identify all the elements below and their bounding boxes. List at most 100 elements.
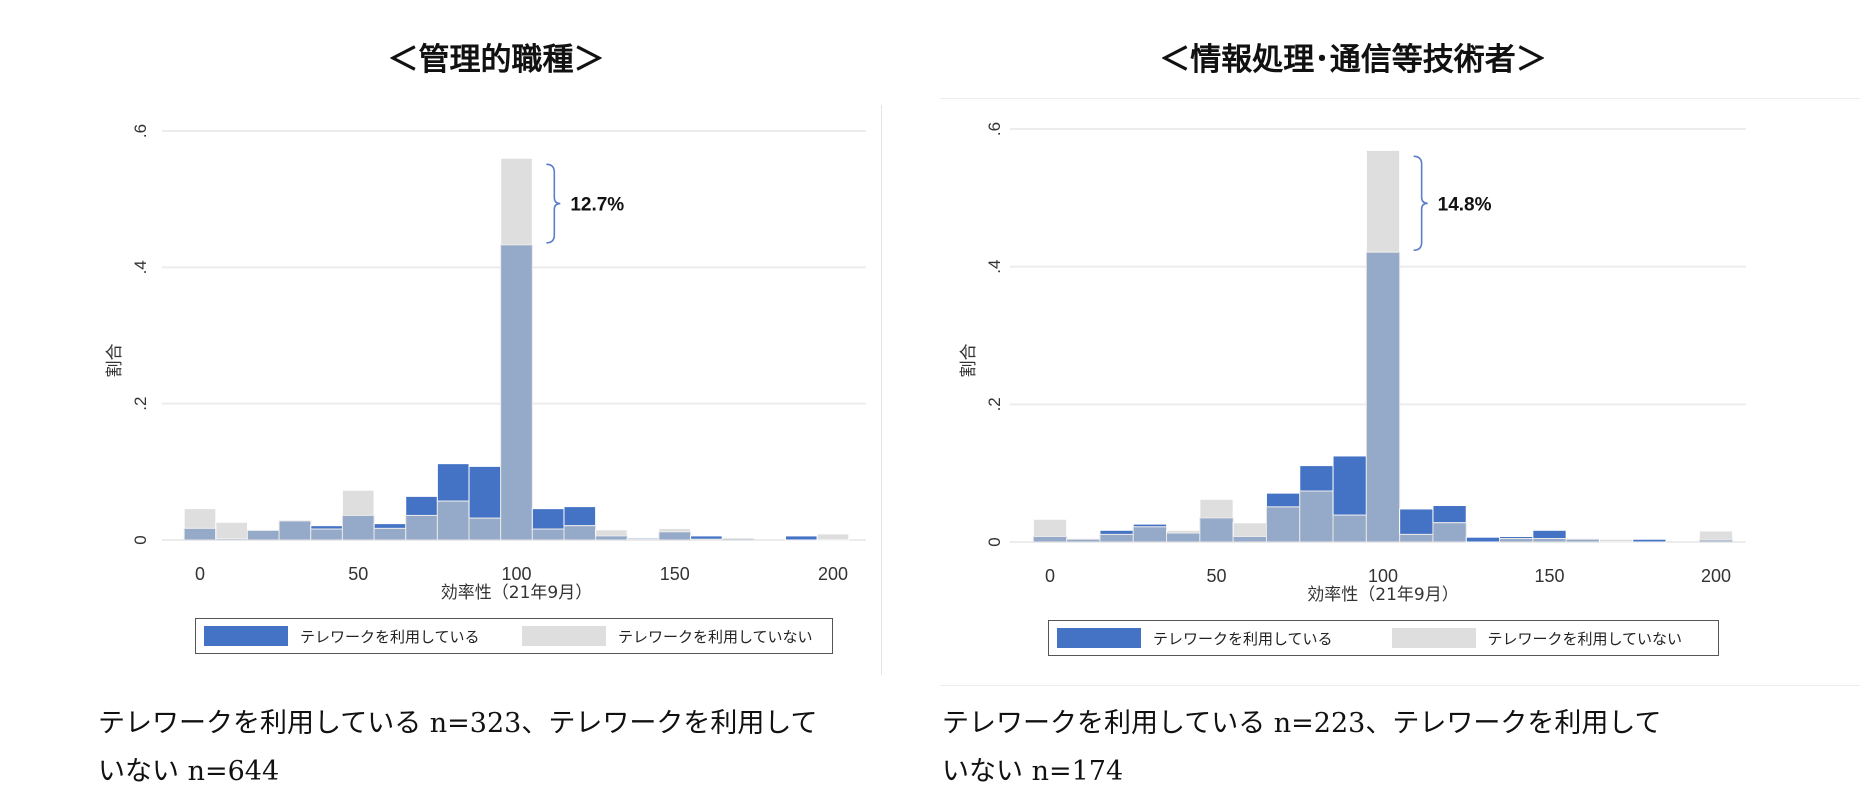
y-axis-title: 割合 — [959, 344, 979, 378]
x-tick-label: 200 — [1701, 566, 1731, 586]
chart-title-management: ＜管理的職種＞ — [387, 42, 605, 78]
divider-top — [940, 98, 1860, 99]
bar-no-telework — [1365, 149, 1401, 253]
bar-no-telework — [1232, 522, 1267, 537]
caption-left: テレワークを利用している n=323、テレワークを利用して いない n=644 — [98, 700, 878, 796]
x-tick-label: 50 — [348, 564, 368, 584]
bar-overlap — [341, 514, 375, 541]
bar-overlap — [278, 520, 312, 541]
y-tick-label: .6 — [985, 122, 1004, 136]
bar-telework — [373, 523, 407, 529]
bar-overlap — [246, 529, 280, 541]
bar-overlap — [1698, 539, 1734, 543]
x-tick-label: 100 — [1368, 566, 1398, 586]
bar-overlap — [563, 525, 597, 541]
bar-overlap — [1066, 538, 1101, 543]
legend-swatch-telework — [204, 626, 288, 646]
x-tick-label: 150 — [660, 564, 690, 584]
bar-overlap — [531, 528, 565, 541]
bar-overlap — [595, 535, 628, 541]
bar-overlap — [721, 538, 755, 541]
legend-item-no-telework: テレワークを利用していない — [514, 626, 832, 647]
bar-telework — [436, 463, 470, 502]
legend-left: テレワークを利用している テレワークを利用していない — [195, 618, 833, 654]
y-tick-label: .6 — [131, 124, 150, 138]
annotation-bracket — [546, 163, 561, 244]
bar-telework — [310, 525, 343, 530]
bar-no-telework — [341, 489, 375, 516]
x-axis-title: 効率性（21年9月） — [441, 583, 592, 603]
y-tick-label: .2 — [131, 397, 150, 411]
divider-vertical — [881, 105, 882, 675]
legend-swatch-no-telework — [522, 626, 606, 646]
bar-overlap — [1499, 538, 1534, 543]
bar-overlap — [1132, 526, 1168, 543]
bar-telework — [785, 535, 818, 541]
bar-overlap — [183, 527, 217, 541]
bar-overlap — [690, 538, 723, 541]
x-tick-label: 100 — [501, 564, 531, 584]
y-tick-label: 0 — [131, 535, 150, 544]
bar-overlap — [1299, 490, 1334, 543]
bar-telework — [1265, 492, 1301, 508]
bar-telework — [1099, 529, 1134, 535]
bar-overlap — [626, 538, 660, 541]
bar-overlap — [1432, 522, 1467, 543]
bar-overlap — [1365, 251, 1401, 543]
y-axis-title: 割合 — [105, 344, 125, 378]
bar-overlap — [373, 527, 407, 541]
bar-overlap — [1399, 533, 1434, 543]
chart-title-it-engineers: ＜情報処理･通信等技術者＞ — [1159, 42, 1547, 78]
annotation-label: 12.7% — [570, 195, 624, 216]
divider-bottom — [940, 685, 1860, 686]
bar-telework — [1632, 538, 1667, 543]
bar-telework — [1332, 455, 1367, 516]
bar-no-telework — [1032, 518, 1068, 537]
bar-overlap — [1099, 533, 1134, 543]
x-axis-title: 効率性（21年9月） — [1307, 585, 1458, 605]
caption-line: テレワークを利用している n=223、テレワークを利用して — [942, 708, 1662, 739]
y-tick-label: .4 — [985, 260, 1004, 274]
bar-no-telework — [215, 521, 248, 540]
bar-no-telework — [500, 157, 533, 246]
bar-overlap — [1166, 532, 1201, 543]
bar-telework — [1299, 465, 1334, 492]
caption-line: いない n=644 — [98, 756, 280, 787]
bar-telework — [1532, 529, 1567, 540]
x-tick-label: 0 — [1045, 566, 1055, 586]
bar-overlap — [436, 500, 470, 541]
x-tick-label: 0 — [195, 564, 205, 584]
y-tick-label: 0 — [985, 537, 1004, 546]
x-tick-label: 150 — [1534, 566, 1564, 586]
bar-telework — [1432, 505, 1467, 524]
bar-overlap — [1199, 517, 1234, 543]
caption-right: テレワークを利用している n=223、テレワークを利用して いない n=174 — [942, 700, 1722, 796]
bar-overlap — [1032, 535, 1068, 543]
bar-overlap — [1232, 535, 1267, 543]
bar-telework — [1399, 508, 1434, 535]
bar-no-telework — [816, 533, 850, 541]
x-tick-label: 200 — [818, 564, 848, 584]
bar-overlap — [1565, 538, 1600, 543]
legend-label: テレワークを利用していない — [1487, 629, 1683, 648]
annotation-bracket — [1413, 155, 1428, 252]
legend-item-telework: テレワークを利用している — [196, 626, 514, 647]
legend-item-telework: テレワークを利用している — [1049, 628, 1384, 649]
caption-line: いない n=174 — [942, 756, 1124, 787]
bar-no-telework — [595, 529, 628, 537]
legend-swatch-no-telework — [1391, 628, 1476, 648]
bar-telework — [1465, 536, 1501, 543]
bar-telework — [690, 535, 723, 540]
legend-label: テレワークを利用している — [300, 627, 480, 646]
bar-no-telework — [658, 527, 692, 533]
bar-overlap — [1332, 514, 1367, 543]
bar-overlap — [468, 517, 502, 541]
legend-right: テレワークを利用している テレワークを利用していない — [1048, 620, 1719, 656]
bar-overlap — [215, 538, 248, 541]
legend-swatch-telework — [1057, 628, 1141, 648]
caption-line: テレワークを利用している n=323、テレワークを利用して — [98, 708, 818, 739]
bar-overlap — [310, 528, 343, 541]
annotation-label: 14.8% — [1438, 194, 1492, 215]
bar-no-telework — [1598, 538, 1634, 543]
